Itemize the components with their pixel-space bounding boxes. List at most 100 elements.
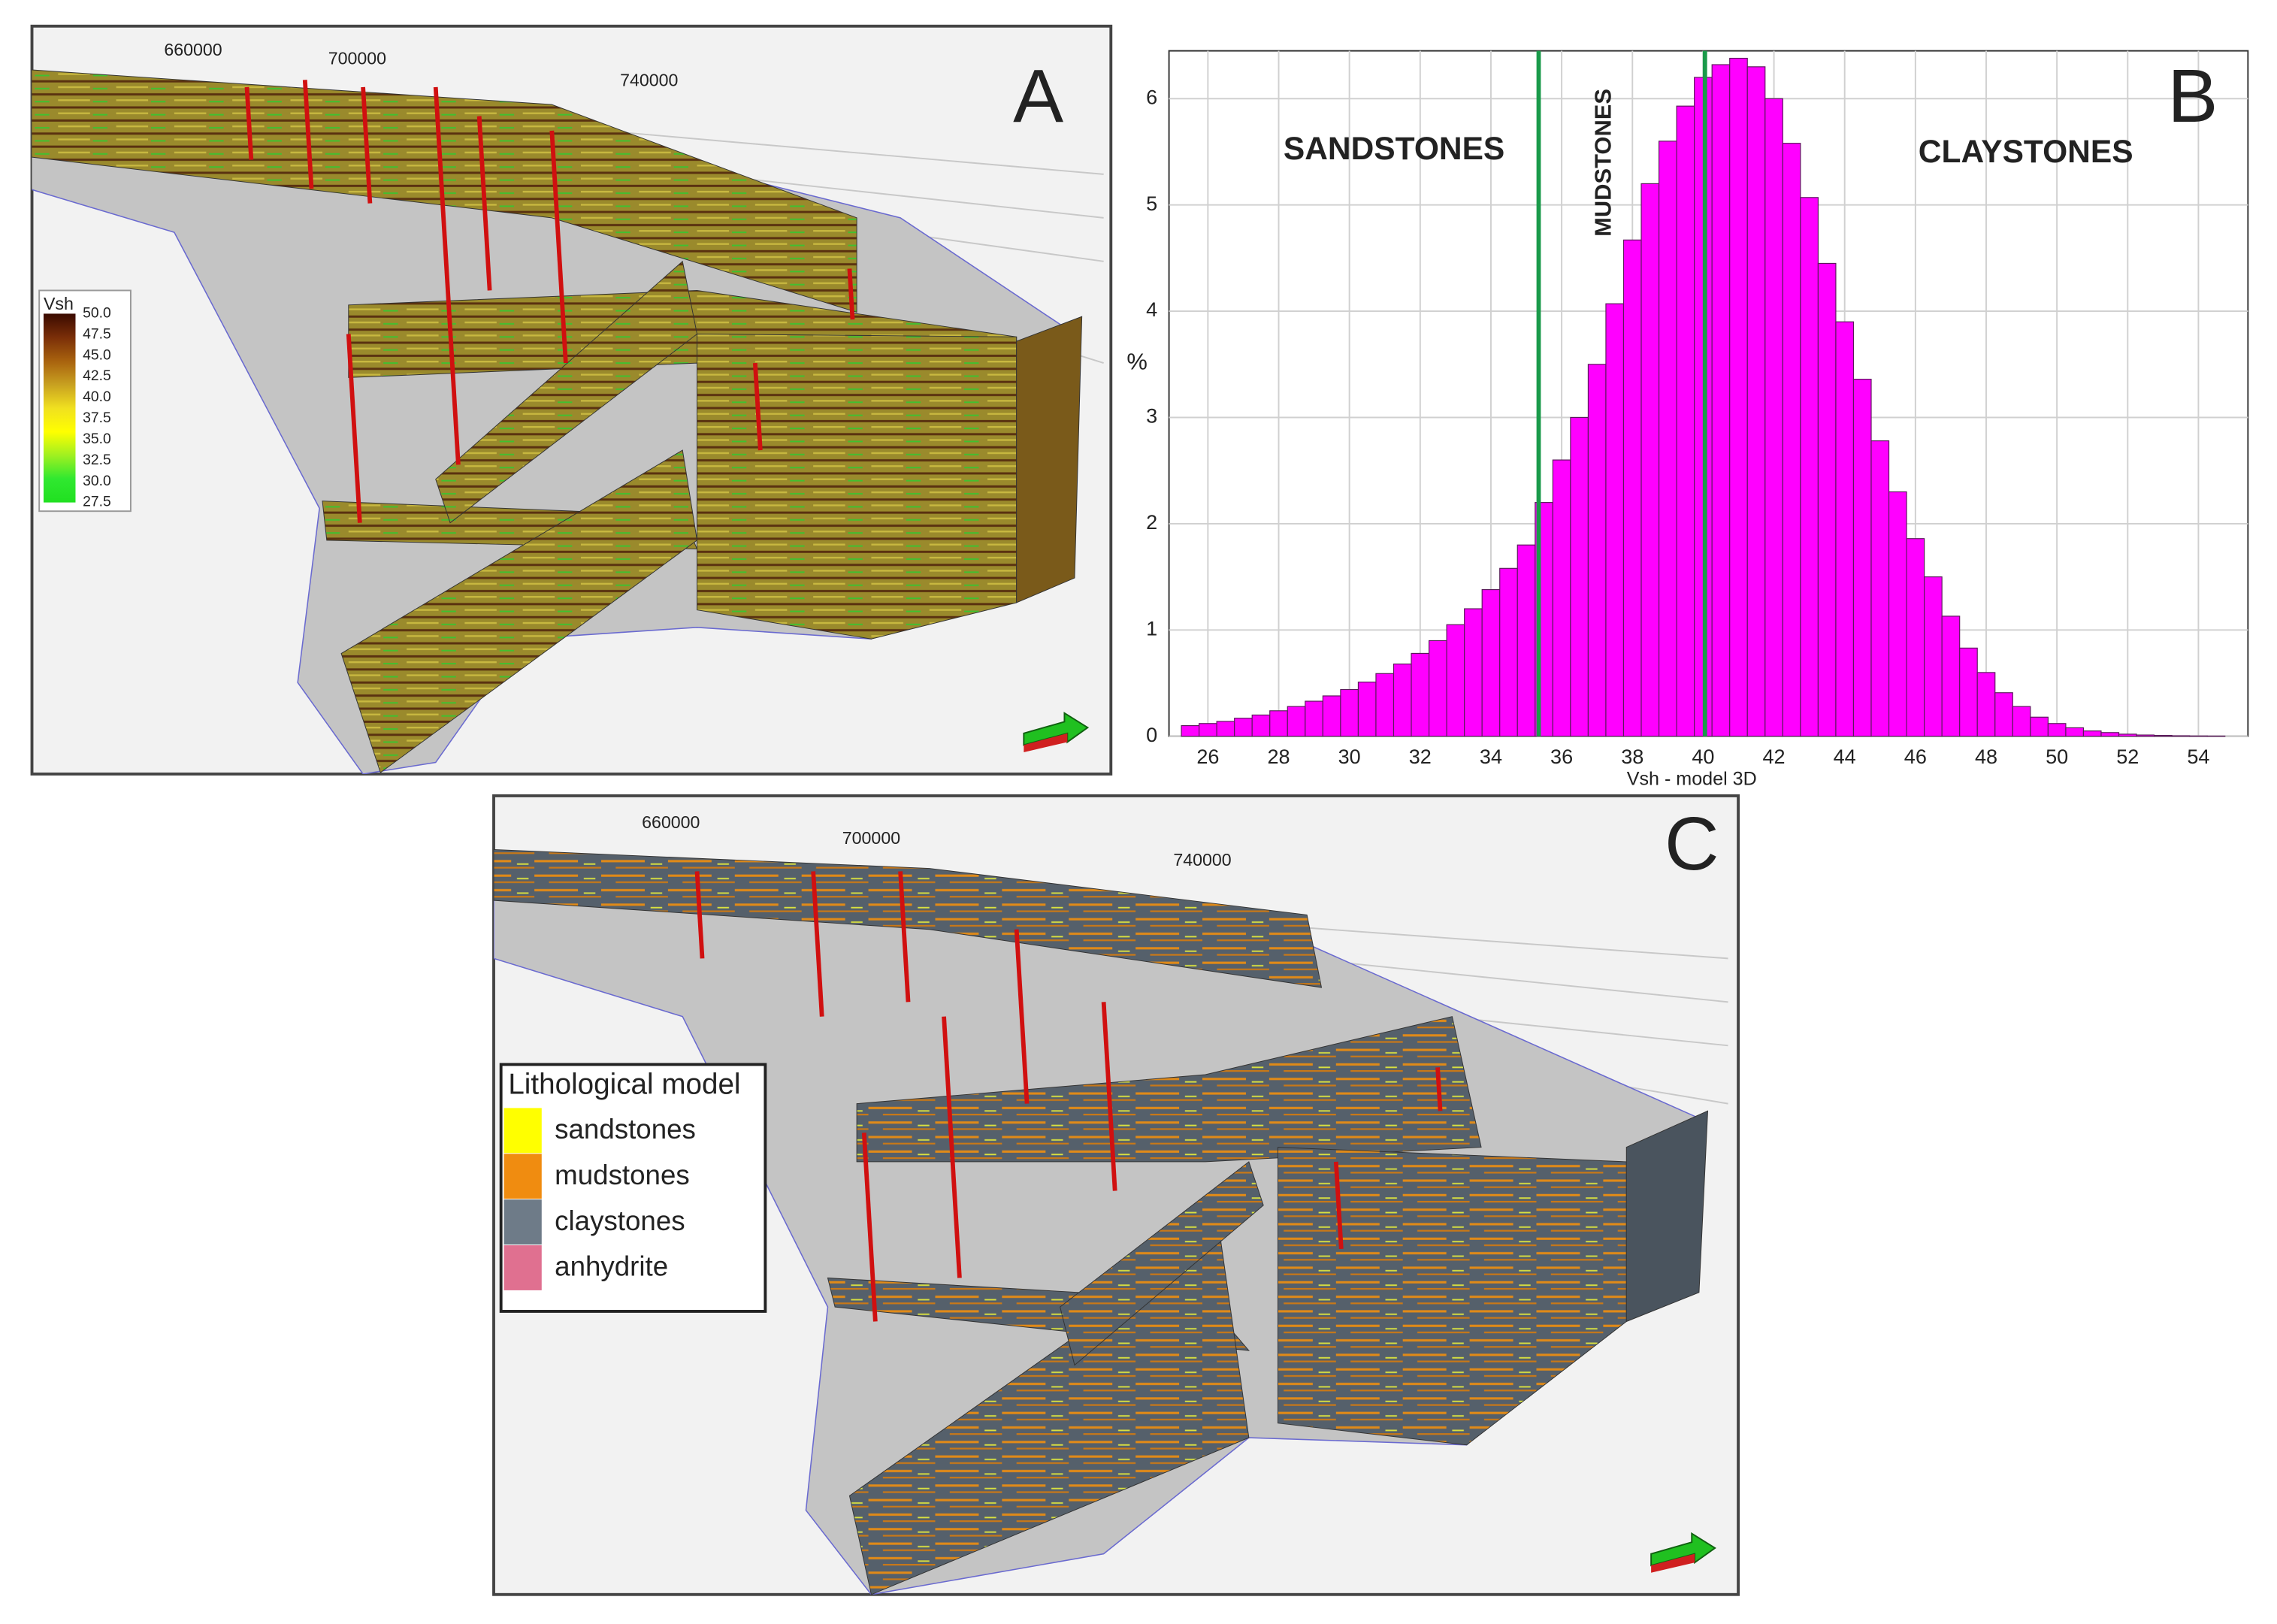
x-tick-label: 32 [1409, 745, 1432, 768]
scene-shape [340, 449, 698, 773]
well [1014, 929, 1030, 1104]
legend-label: mudstones [555, 1160, 690, 1190]
bar [2030, 716, 2049, 737]
bar [2065, 727, 2085, 737]
legend-label: anhydrite [555, 1251, 668, 1282]
well [752, 362, 763, 451]
scene-shape [1060, 1161, 1264, 1366]
x-tick-label: 52 [2116, 745, 2139, 768]
bar [1658, 141, 1677, 737]
panel-label: B [2167, 54, 2218, 138]
annotation: CLAYSTONES [1919, 135, 2133, 170]
well [302, 80, 314, 189]
bar [1269, 710, 1288, 737]
x-tick-label: 38 [1621, 745, 1643, 768]
bar [1552, 459, 1571, 737]
scene-shape [856, 1016, 1482, 1163]
bar [2047, 723, 2067, 737]
scene-shape [32, 69, 857, 313]
well [942, 1016, 962, 1278]
bar [1499, 567, 1518, 737]
bar [1216, 721, 1235, 737]
bar [2082, 730, 2102, 737]
bar [1357, 682, 1377, 737]
legend-box [499, 1063, 767, 1313]
bar [1729, 57, 1748, 737]
scene-shape [1625, 1110, 1709, 1323]
legend: sandstones mudstones claystones anhydrite [503, 1108, 696, 1290]
bar [1464, 608, 1483, 737]
x-tick-label: 46 [1904, 745, 1927, 768]
bar [1924, 576, 1943, 737]
bar [2118, 733, 2137, 737]
bar [1375, 673, 1395, 737]
well [811, 871, 824, 1017]
scene-shape [1016, 316, 1083, 603]
panel-label: A [1013, 54, 1063, 138]
bar [1994, 692, 2013, 737]
bar [1711, 64, 1731, 737]
bar [1393, 663, 1412, 737]
legend-label: 42.5 [83, 368, 111, 384]
bar [1199, 723, 1217, 737]
x-tick-label: 26 [1196, 745, 1219, 768]
scene-shape [494, 848, 1323, 988]
y-tick-label: 5 [1146, 192, 1157, 215]
y-tick-label: 2 [1146, 511, 1157, 534]
bar [1251, 714, 1271, 737]
bar [2100, 732, 2120, 737]
well [1101, 1002, 1117, 1191]
legend-label: 35.0 [83, 431, 111, 447]
bar [1941, 615, 1961, 737]
axis-label: 740000 [620, 70, 678, 89]
well [476, 116, 492, 291]
bar [1605, 303, 1625, 737]
bar [1800, 197, 1819, 737]
bar [1305, 700, 1323, 737]
legend-label: 45.0 [83, 347, 111, 363]
x-tick-label: 50 [2046, 745, 2068, 768]
x-tick-label: 48 [1975, 745, 1997, 768]
panel-a-scene [32, 69, 1104, 774]
y-axis-label: % [1126, 348, 1147, 374]
well [1435, 1067, 1443, 1111]
bar [1234, 718, 1253, 737]
x-tick-label: 44 [1834, 745, 1856, 768]
axis-label: 740000 [1173, 850, 1231, 869]
axis-label: 660000 [642, 812, 700, 832]
legend-swatch [503, 1245, 542, 1290]
bar [1570, 416, 1589, 737]
x-tick-label: 30 [1338, 745, 1361, 768]
bar [1676, 105, 1695, 737]
scene-shape [435, 260, 698, 524]
bar [1852, 379, 1872, 737]
well [847, 268, 855, 320]
legend-swatch [503, 1199, 542, 1245]
legend-label: 40.0 [83, 389, 111, 405]
y-tick-label: 6 [1146, 86, 1157, 108]
well [433, 86, 461, 465]
legend-label: 30.0 [83, 473, 111, 489]
bar [1622, 239, 1642, 737]
legend-label: 37.5 [83, 410, 111, 426]
bar [1340, 688, 1359, 737]
bar [1481, 589, 1501, 737]
legend: 50.0 47.5 45.0 42.5 40.0 37.5 35.0 32.5 30.0 27.5 [43, 306, 111, 510]
well [244, 86, 254, 160]
bar [1906, 538, 1925, 737]
bar [1322, 695, 1341, 737]
bar [2012, 706, 2031, 737]
legend-title: Lithological model [508, 1069, 740, 1101]
bar [1835, 321, 1855, 737]
well [898, 871, 911, 1003]
x-tick-label: 34 [1480, 745, 1502, 768]
bar [1764, 98, 1783, 737]
bar [1817, 262, 1837, 737]
bar [1181, 725, 1200, 737]
well [549, 130, 568, 364]
legend-swatch [503, 1154, 542, 1199]
legend-label: claystones [555, 1205, 685, 1236]
legend-label: 32.5 [83, 452, 111, 468]
